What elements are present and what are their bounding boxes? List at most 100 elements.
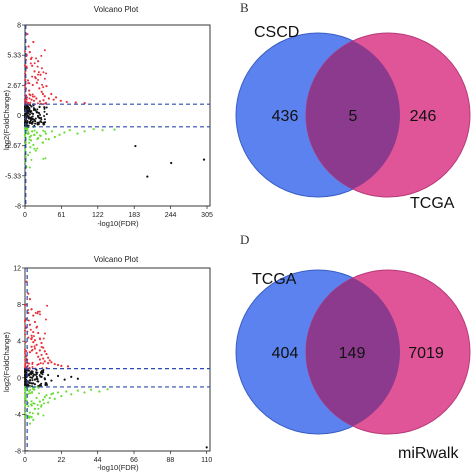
y-tick-label: 8 (17, 302, 21, 309)
x-tick-label: 122 (92, 212, 104, 219)
data-point-outlier (170, 162, 172, 164)
data-point-cluster (28, 138, 30, 140)
data-point-cluster (38, 363, 40, 365)
data-point-cluster (30, 159, 32, 161)
data-point-cluster (27, 82, 29, 84)
data-point-cluster (43, 402, 45, 404)
y-tick-label: 2.67 (7, 83, 21, 90)
panel-label-d: D (240, 232, 249, 247)
data-point-up (41, 91, 43, 93)
data-point-cluster (33, 148, 35, 150)
data-point-up (49, 359, 51, 361)
data-point-down (54, 398, 56, 400)
data-point-cluster (40, 121, 42, 123)
data-point-cluster (24, 396, 26, 398)
data-point-cluster (35, 110, 37, 112)
data-point-cluster (31, 392, 33, 394)
data-point-cluster (36, 111, 38, 113)
venn-b-set-label-cscd: CSCD (254, 24, 299, 41)
data-point-cluster (30, 308, 32, 310)
data-point-cluster (29, 167, 31, 169)
data-point-up (37, 332, 39, 334)
venn-d-count-only-mirwalk: 7019 (408, 345, 444, 362)
data-point-down (70, 393, 72, 395)
x-tick-label: 22 (57, 457, 65, 464)
data-point-cluster (28, 382, 30, 384)
data-point-cluster (30, 403, 32, 405)
data-point-cluster (24, 362, 26, 364)
y-tick-label: 12 (13, 266, 21, 273)
data-point-cluster (37, 311, 39, 313)
data-point-cluster (31, 57, 33, 59)
data-point-cluster (35, 57, 37, 59)
volcano-plot-a-title: Volcano Plot (94, 5, 139, 14)
data-point-cluster (42, 415, 44, 417)
data-point-cluster (37, 312, 39, 314)
data-point-cluster (25, 107, 27, 109)
data-point-cluster (25, 156, 27, 158)
data-point-up (33, 100, 35, 102)
data-point-cluster (28, 142, 30, 144)
data-point-cluster (44, 111, 46, 113)
data-point-cluster (39, 384, 41, 386)
data-point-down (29, 146, 31, 148)
data-point-cluster (32, 349, 34, 351)
data-point-cluster (34, 130, 36, 132)
data-point-cluster (24, 354, 26, 356)
data-point-up (27, 45, 29, 47)
data-point-down (65, 390, 67, 392)
data-point-cluster (24, 330, 26, 332)
data-point-cluster (33, 119, 35, 121)
data-point-down (47, 401, 49, 403)
data-point-up (57, 364, 59, 366)
data-point-cluster (31, 363, 33, 365)
data-point-cluster (36, 376, 38, 378)
data-point-cluster (44, 332, 46, 334)
x-tick-label: 0 (23, 457, 27, 464)
data-point-down (57, 391, 59, 393)
data-point-up (39, 100, 41, 102)
data-point-cluster (25, 369, 27, 371)
venn-d-set-label-mirwalk: miRwalk (398, 445, 459, 462)
data-point-up (66, 101, 68, 103)
data-point-up (35, 352, 37, 354)
x-tick-label: 61 (58, 212, 66, 219)
data-point-up (75, 101, 77, 103)
data-point-cluster (32, 96, 34, 98)
data-point-cluster (24, 412, 26, 414)
data-point-cluster (44, 130, 46, 132)
data-point-up (60, 365, 62, 367)
data-point-cluster (24, 398, 26, 400)
data-point-up (48, 97, 50, 99)
data-point-down (39, 400, 41, 402)
data-point-down (63, 131, 65, 133)
data-point-cluster (25, 141, 27, 143)
data-point-cluster (24, 79, 26, 81)
data-point-down (106, 388, 108, 390)
data-point-up (34, 347, 36, 349)
venn-b-set-label-tcga: TCGA (410, 195, 455, 212)
data-point-cluster (29, 102, 31, 104)
data-point-cluster (28, 417, 30, 419)
data-point-down (34, 408, 36, 410)
data-point-down (27, 154, 29, 156)
volcano-plot-a-ylabel: log2(FoldChange) (2, 89, 11, 150)
venn-b-count-only-cscd: 436 (272, 108, 299, 125)
x-tick-label: 0 (23, 212, 27, 219)
data-point-up (39, 358, 41, 360)
data-point-cluster (28, 110, 30, 112)
data-point-down (113, 129, 115, 131)
data-point-cluster (24, 380, 26, 382)
data-point-down (76, 133, 78, 135)
data-point-cluster (25, 403, 27, 405)
data-point-up (36, 82, 38, 84)
data-point-up (37, 60, 39, 62)
data-point-up (45, 85, 47, 87)
data-point-cluster (31, 76, 33, 78)
data-point-down (83, 391, 85, 393)
data-point-cluster (42, 86, 44, 88)
data-point-cluster (30, 329, 32, 331)
data-point-cluster (45, 72, 47, 74)
data-point-down (42, 399, 44, 401)
